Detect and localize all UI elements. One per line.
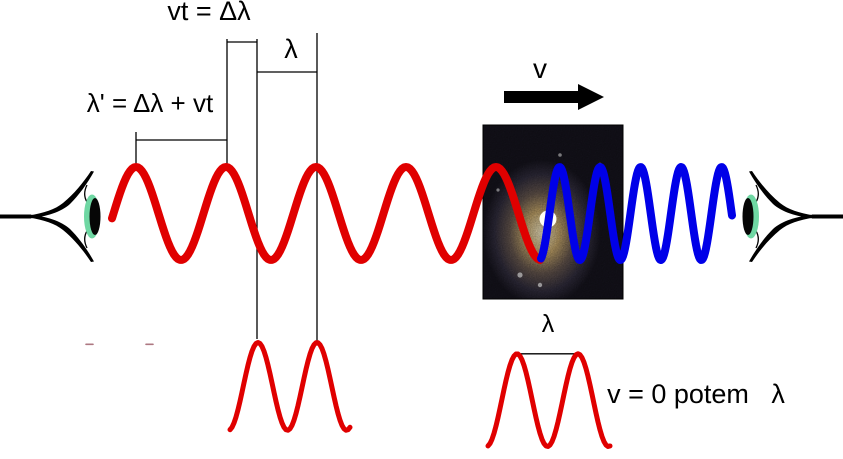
svg-text:λ: λ	[542, 310, 555, 338]
svg-text:λ' = Δλ + vt: λ' = Δλ + vt	[87, 88, 214, 118]
svg-text:v: v	[533, 53, 547, 84]
svg-text:λ: λ	[284, 34, 298, 64]
svg-text:v = 0 potem λ: v = 0 potem λ	[607, 379, 785, 409]
svg-text:vt = Δλ: vt = Δλ	[167, 0, 251, 26]
